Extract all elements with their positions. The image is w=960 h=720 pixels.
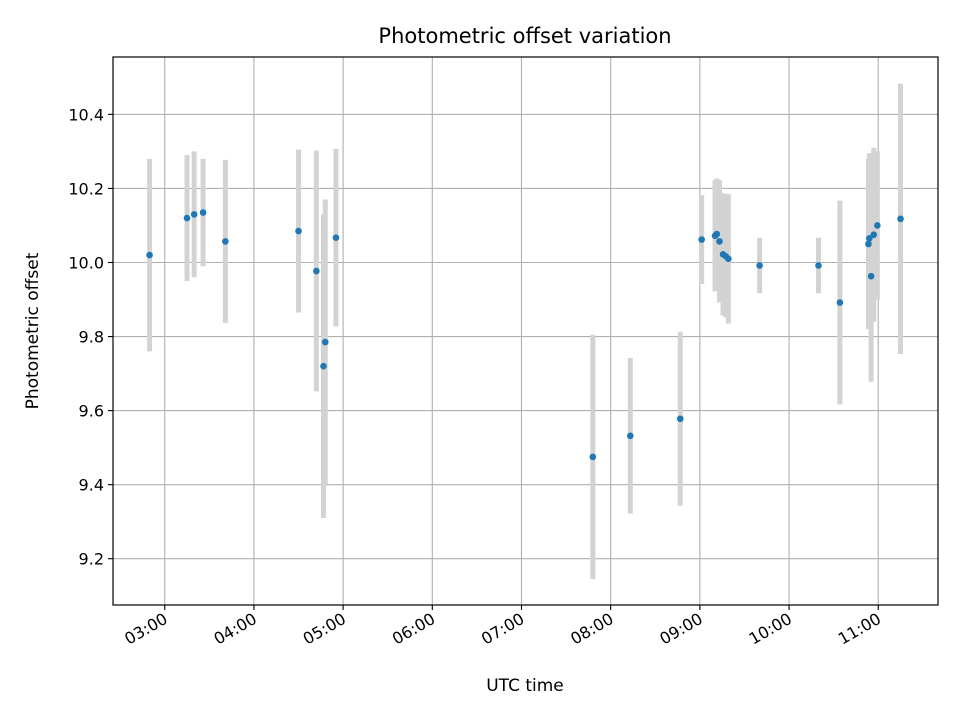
data-point xyxy=(295,227,302,235)
data-point xyxy=(897,215,904,223)
x-tick-label: 10:00 xyxy=(746,609,795,649)
y-tick-label: 10.0 xyxy=(68,254,104,273)
plot-frame xyxy=(112,56,939,606)
data-point xyxy=(190,211,198,218)
y-tick-label: 9.6 xyxy=(79,402,104,421)
x-tick-label: 03:00 xyxy=(121,609,170,649)
y-tick-label: 9.8 xyxy=(79,328,104,347)
x-tick-label: 08:00 xyxy=(567,609,616,649)
x-tick-label: 05:00 xyxy=(300,609,349,649)
y-tick-label: 10.4 xyxy=(68,105,104,124)
data-point xyxy=(870,231,878,239)
chart-title: Photometric offset variation xyxy=(378,24,671,48)
data-point xyxy=(867,272,875,280)
data-point xyxy=(836,299,844,306)
x-tick-label: 06:00 xyxy=(389,609,438,649)
x-axis-ticks: 03:00 04:00 05:00 06:00 07:00 08:00 09:00 10:00… xyxy=(121,605,884,649)
y-tick-label: 10.2 xyxy=(68,179,104,198)
grid-lines xyxy=(113,57,938,605)
data-point xyxy=(865,240,872,248)
data-point xyxy=(713,230,721,238)
data-point xyxy=(222,238,229,245)
x-tick-label: 09:00 xyxy=(656,609,705,649)
data-point xyxy=(626,432,634,440)
x-tick-label: 04:00 xyxy=(210,609,259,649)
y-tick-label: 9.2 xyxy=(79,550,104,569)
data-point xyxy=(676,415,684,423)
data-point xyxy=(320,362,327,370)
data-point xyxy=(199,209,207,216)
data-point xyxy=(589,453,597,461)
y-axis-ticks: 9.2 9.4 9.6 9.8 10.0 10.2 10.4 xyxy=(68,105,113,569)
error-bars xyxy=(147,83,904,580)
data-point xyxy=(146,251,153,259)
data-point xyxy=(698,236,705,243)
data-point xyxy=(874,222,881,229)
data-point xyxy=(725,255,732,263)
data-point xyxy=(321,338,329,346)
y-tick-label: 9.4 xyxy=(79,476,104,495)
data-points xyxy=(146,209,904,461)
data-point xyxy=(183,214,191,222)
x-tick-label: 07:00 xyxy=(478,609,527,649)
data-point xyxy=(332,234,340,241)
data-point xyxy=(866,235,873,242)
data-point xyxy=(815,262,822,269)
x-tick-label: 11:00 xyxy=(835,609,884,649)
data-point xyxy=(313,267,320,275)
data-point xyxy=(716,238,723,245)
y-axis-label: Photometric offset xyxy=(23,252,43,409)
x-axis-label: UTC time xyxy=(486,676,564,696)
data-point xyxy=(756,262,763,269)
